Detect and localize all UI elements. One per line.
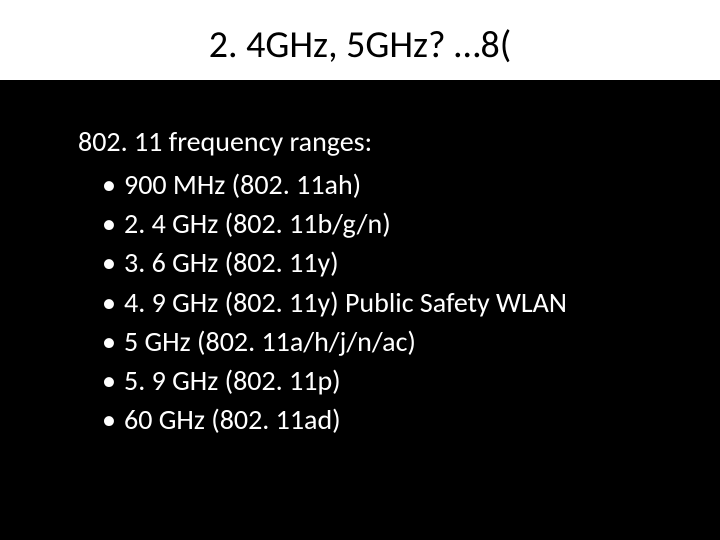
list-item: 5 GHz (802. 11a/h/j/n/ac) [102, 322, 642, 361]
frequency-list: 900 MHz (802. 11ah) 2. 4 GHz (802. 11b/g… [78, 165, 642, 439]
slide-container: 2. 4GHz, 5GHz? …8( 802. 11 frequency ran… [0, 0, 720, 540]
slide-title: 2. 4GHz, 5GHz? …8( [0, 0, 720, 80]
list-item: 60 GHz (802. 11ad) [102, 400, 642, 439]
list-item: 5. 9 GHz (802. 11p) [102, 361, 642, 400]
list-item: 3. 6 GHz (802. 11y) [102, 243, 642, 282]
list-item: 900 MHz (802. 11ah) [102, 165, 642, 204]
list-item: 2. 4 GHz (802. 11b/g/n) [102, 204, 642, 243]
intro-text: 802. 11 frequency ranges: [78, 124, 642, 159]
list-item: 4. 9 GHz (802. 11y) Public Safety WLAN [102, 283, 642, 322]
